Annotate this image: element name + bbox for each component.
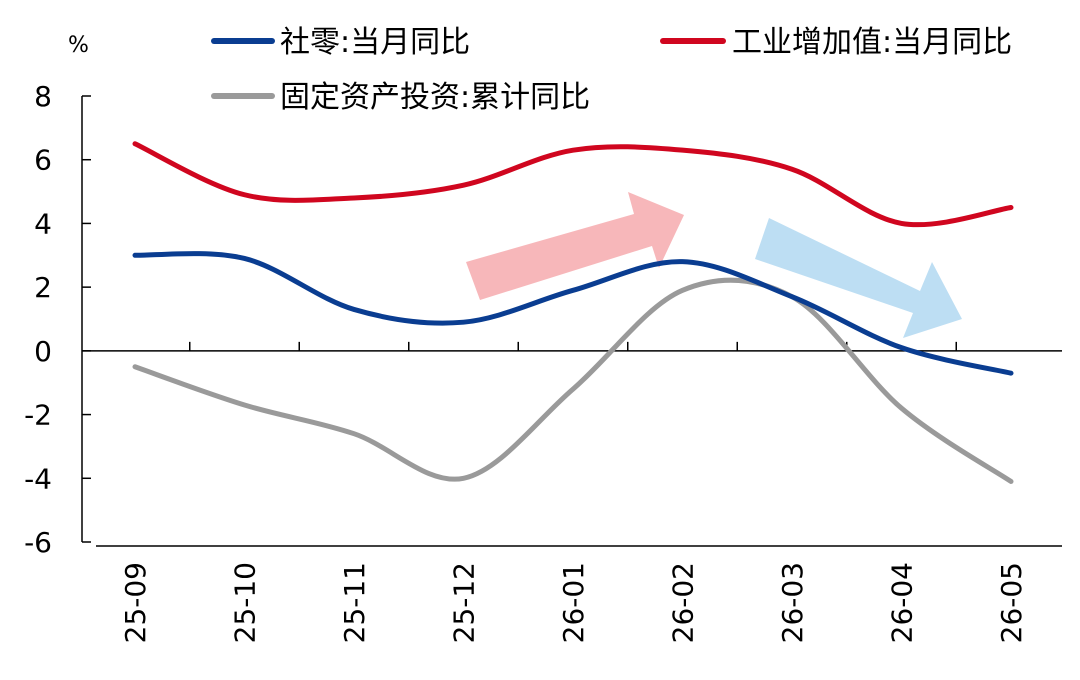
x-tick-label: 26-03 xyxy=(776,562,809,643)
y-tick-label: 6 xyxy=(34,144,52,177)
y-tick-label: 8 xyxy=(34,80,52,113)
x-tick-label: 25-12 xyxy=(448,562,481,643)
y-tick-label: 4 xyxy=(34,207,52,240)
x-tick-label: 26-05 xyxy=(995,562,1028,643)
y-tick-label: -4 xyxy=(24,462,52,495)
fixed-asset-investment-line xyxy=(132,277,1014,484)
series-lines xyxy=(132,141,1014,484)
y-tick-label: -2 xyxy=(24,399,52,432)
x-tick-label: 25-10 xyxy=(229,562,262,643)
retail-sales-line xyxy=(132,251,1014,376)
y-tick-label: 2 xyxy=(34,271,52,304)
legend-label: 工业增加值:当月同比 xyxy=(732,25,1012,60)
legend-label: 社零:当月同比 xyxy=(280,25,470,60)
y-tick-label: 0 xyxy=(34,335,52,368)
industrial-output-line xyxy=(132,141,1014,228)
x-tick-label: 26-02 xyxy=(667,562,700,643)
x-tick-label: 26-01 xyxy=(557,562,590,643)
y-tick-label: -6 xyxy=(24,526,52,559)
trend-arrows xyxy=(466,192,962,338)
up-trend-arrow xyxy=(466,192,684,300)
down-trend-arrow xyxy=(755,218,962,338)
x-tick-label: 25-09 xyxy=(119,562,152,643)
x-tick-label: 26-04 xyxy=(886,562,919,643)
y-unit-label: % xyxy=(68,33,89,58)
x-tick-label: 25-11 xyxy=(338,562,371,643)
legend-label: 固定资产投资:累计同比 xyxy=(280,80,590,115)
axes: 8 6 4 2 0 -2 -4 -6 25-09 25-10 25-11 25-12 26-01 26-0… xyxy=(24,33,1062,643)
